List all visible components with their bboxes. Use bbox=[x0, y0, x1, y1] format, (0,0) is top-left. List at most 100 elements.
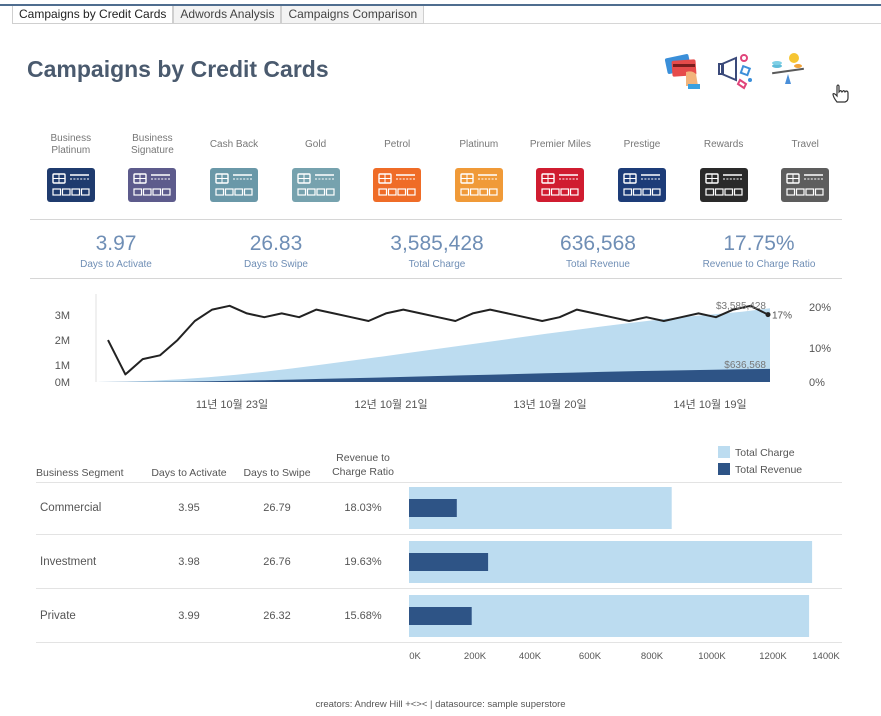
tab-adwords-analysis[interactable]: Adwords Analysis bbox=[173, 6, 282, 24]
kpi-revenue-to-charge-ratio: 17.75% Revenue to Charge Ratio bbox=[684, 232, 834, 270]
bar-x-tick: 0K bbox=[409, 651, 421, 662]
legend-total-charge: Total Charge bbox=[735, 447, 795, 459]
bar-total-revenue-commercial bbox=[409, 499, 457, 517]
area-total-charge bbox=[96, 308, 770, 382]
area-total-revenue bbox=[96, 368, 770, 382]
row-divider bbox=[36, 642, 842, 643]
tab-campaigns-comparison[interactable]: Campaigns Comparison bbox=[281, 6, 425, 24]
card-row-divider bbox=[30, 219, 842, 220]
tab-strip: Campaigns by Credit Cards Adwords Analys… bbox=[12, 6, 425, 24]
credit-card-icon[interactable] bbox=[46, 168, 95, 202]
bar-total-charge-private bbox=[409, 595, 810, 637]
row-divider bbox=[36, 588, 842, 589]
kpi-value: 17.75% bbox=[723, 232, 795, 255]
line-revenue-to-charge-ratio bbox=[107, 304, 769, 376]
credit-card-icon[interactable] bbox=[210, 168, 258, 202]
bar-x-tick: 1000K bbox=[698, 651, 726, 662]
pointer-hand-icon[interactable] bbox=[830, 82, 852, 104]
bar-x-tick: 800K bbox=[641, 651, 664, 662]
credit-card-icon[interactable] bbox=[618, 168, 666, 202]
kpi-label: Total Charge bbox=[408, 259, 466, 270]
credit-card-hand-icon bbox=[664, 54, 700, 89]
bar-total-revenue-investment bbox=[409, 553, 489, 571]
legend-swatch bbox=[718, 463, 730, 475]
page-title: Campaigns by Credit Cards bbox=[27, 56, 329, 82]
card-business-platinum[interactable]: Business Platinum bbox=[31, 130, 111, 202]
days-to-activate-value: 3.95 bbox=[178, 502, 200, 514]
days-to-swipe-value: 26.79 bbox=[263, 502, 291, 514]
card-label: Petrol bbox=[384, 139, 411, 150]
kpi-value: 636,568 bbox=[560, 232, 636, 255]
credit-card-icon[interactable] bbox=[373, 168, 422, 202]
ratio-end-label: 17% bbox=[772, 311, 792, 322]
legend-swatch bbox=[718, 446, 730, 458]
segment-table: Business Segment Days to Activate Days t… bbox=[36, 440, 846, 670]
card-label: Rewards bbox=[703, 139, 744, 150]
x-axis-tick: 14년 10월 19일 bbox=[673, 397, 746, 411]
days-to-swipe-value: 26.32 bbox=[263, 610, 291, 622]
credit-card-icon[interactable] bbox=[454, 168, 503, 202]
bar-x-tick: 1200K bbox=[759, 651, 787, 662]
card-prestige[interactable]: Prestige bbox=[602, 130, 682, 202]
card-label: Platinum bbox=[459, 139, 499, 150]
legend-total-revenue: Total Revenue bbox=[735, 464, 802, 476]
kpi-label: Days to Activate bbox=[80, 259, 152, 270]
tab-campaigns-by-credit-cards[interactable]: Campaigns by Credit Cards bbox=[12, 6, 174, 24]
kpi-value: 26.83 bbox=[249, 232, 303, 255]
card-cash-back[interactable]: Cash Back bbox=[194, 130, 274, 202]
credit-card-icon[interactable] bbox=[128, 168, 177, 202]
credit-card-icon[interactable] bbox=[536, 168, 585, 202]
kpi-total-charge: 3,585,428 Total Charge bbox=[362, 232, 512, 270]
right-axis-tick: 10% bbox=[809, 343, 831, 355]
top-accent-line bbox=[0, 4, 881, 6]
row-divider bbox=[36, 534, 842, 535]
card-petrol[interactable]: Petrol bbox=[357, 130, 437, 202]
ratio-value: 19.63% bbox=[344, 556, 382, 568]
header-divider bbox=[36, 482, 842, 483]
right-axis-tick: 0% bbox=[809, 377, 825, 389]
credit-card-icon[interactable] bbox=[291, 168, 340, 202]
left-axis-tick: 0M bbox=[55, 377, 70, 389]
bar-x-tick: 600K bbox=[579, 651, 602, 662]
ratio-value: 18.03% bbox=[344, 502, 382, 514]
days-to-swipe-value: 26.76 bbox=[263, 556, 291, 568]
days-to-activate-value: 3.99 bbox=[178, 610, 200, 622]
bar-total-revenue-private bbox=[409, 607, 472, 625]
days-to-activate-value: 3.98 bbox=[178, 556, 200, 568]
kpi-label: Total Revenue bbox=[566, 259, 630, 270]
card-travel[interactable]: Travel bbox=[765, 130, 845, 202]
footer-credits: creators: Andrew Hill +<>< | datasource:… bbox=[315, 699, 566, 710]
kpi-label: Revenue to Charge Ratio bbox=[702, 259, 816, 270]
megaphone-icon bbox=[718, 54, 752, 90]
card-label: Gold bbox=[305, 139, 327, 150]
header-revenue-to-charge-ratio: Revenue to Charge Ratio bbox=[332, 452, 394, 478]
charge-end-label: $3,585,428 bbox=[716, 301, 766, 312]
kpi-days-to-activate: 3.97 Days to Activate bbox=[41, 232, 191, 270]
ratio-value: 15.68% bbox=[344, 610, 382, 622]
bar-x-tick: 1400K bbox=[812, 651, 840, 662]
card-business-signature[interactable]: Business Signature bbox=[112, 130, 192, 202]
segment-bar-chart[interactable]: 0K 200K 400K 600K 800K 1000K 1200K 1400K Total C… bbox=[400, 440, 846, 670]
credit-card-icon[interactable] bbox=[781, 168, 830, 202]
card-type-filter: Business Platinum Business Signature Cash … bbox=[30, 130, 846, 210]
card-premier-miles[interactable]: Premier Miles bbox=[520, 130, 600, 202]
kpi-divider bbox=[30, 278, 842, 279]
segment-name: Investment bbox=[40, 556, 97, 568]
bar-x-tick: 200K bbox=[464, 651, 487, 662]
card-gold[interactable]: Gold bbox=[276, 130, 356, 202]
kpi-value: 3.97 bbox=[95, 232, 137, 255]
x-axis-tick: 12년 10월 21일 bbox=[354, 397, 427, 411]
tab-strip-divider bbox=[424, 23, 881, 24]
card-label: Premier Miles bbox=[529, 139, 591, 150]
x-axis-tick: 11년 10월 23일 bbox=[196, 397, 268, 411]
card-platinum[interactable]: Platinum bbox=[439, 130, 519, 202]
balance-coins-icon bbox=[772, 53, 804, 84]
card-label: Travel bbox=[791, 139, 819, 150]
header-days-to-activate: Days to Activate bbox=[151, 467, 227, 479]
card-label: Cash Back bbox=[209, 139, 259, 150]
time-series-chart[interactable]: 3M 2M 1M 0M 20% 10% 0% 11년 10월 23일 12년 10월 21일 13… bbox=[0, 288, 881, 418]
x-axis-tick: 13년 10월 20일 bbox=[513, 397, 586, 411]
credit-card-icon[interactable] bbox=[699, 168, 748, 202]
card-rewards[interactable]: Rewards bbox=[684, 130, 764, 202]
card-label: Prestige bbox=[623, 139, 661, 150]
